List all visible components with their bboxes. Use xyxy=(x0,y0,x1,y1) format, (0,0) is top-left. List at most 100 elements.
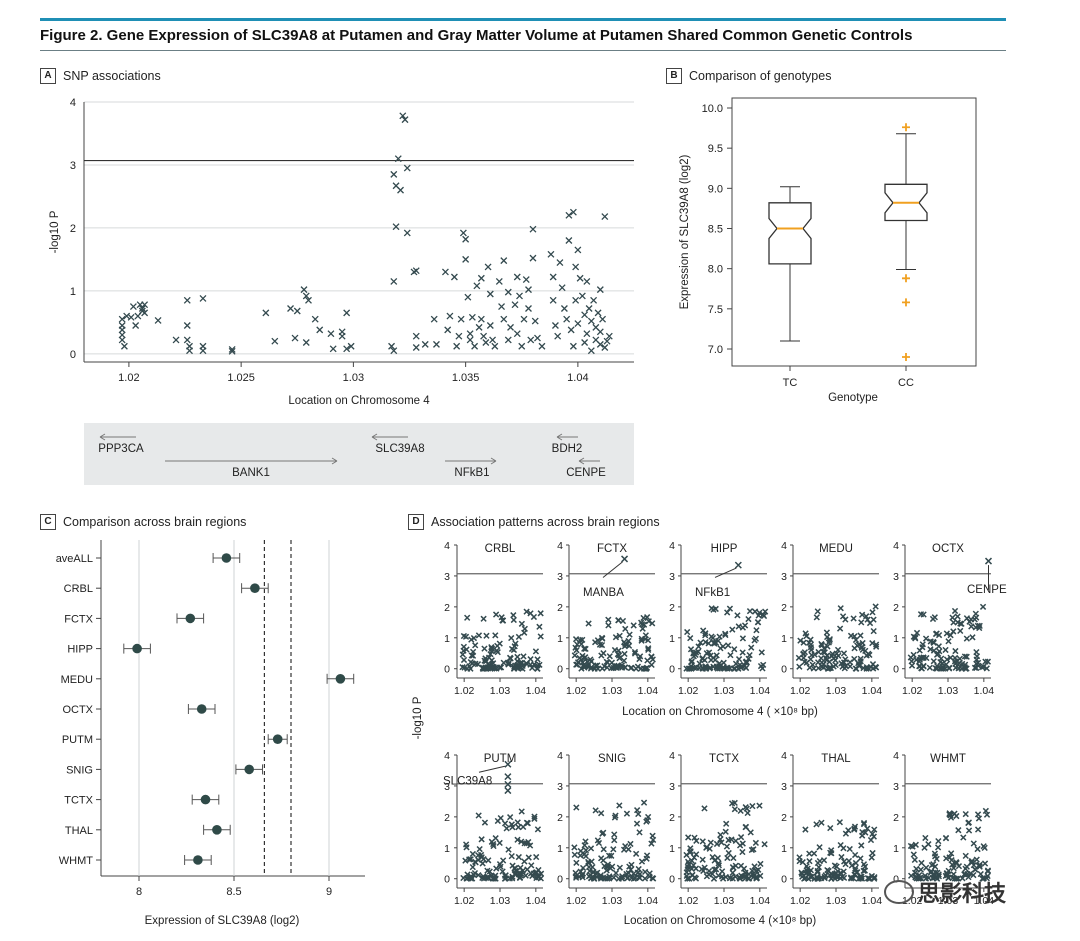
d-snp-point xyxy=(722,630,729,637)
d-snp-point xyxy=(737,862,745,869)
d-peak-leader xyxy=(602,561,623,578)
d-snp-point xyxy=(833,870,840,877)
d-ytick-label: 4 xyxy=(444,750,450,762)
d-snp-point xyxy=(601,663,608,670)
d-snp-point xyxy=(967,616,975,623)
d-snp-point xyxy=(594,637,602,644)
gene-label: CENPE xyxy=(566,467,606,479)
d-snp-point xyxy=(869,609,876,616)
d-peak-leader xyxy=(714,567,737,578)
d-snp-point xyxy=(605,616,612,623)
a-snp-point xyxy=(587,347,595,355)
d-snp-point xyxy=(796,663,803,670)
a-snp-point xyxy=(444,326,452,334)
a-snp-point xyxy=(141,309,149,317)
panel-b-label: B Comparison of genotypes xyxy=(666,68,831,84)
d-snp-point xyxy=(614,651,622,658)
panel-b-letter: B xyxy=(666,68,682,84)
d-snp-point xyxy=(802,826,809,833)
gene-label: BDH2 xyxy=(552,443,583,455)
d-snp-point xyxy=(510,616,517,624)
d-snp-point xyxy=(814,608,821,615)
d-snp-point xyxy=(469,863,476,871)
d-snp-point xyxy=(839,873,846,880)
d-subplot-title: HIPP xyxy=(711,543,738,555)
d-snp-point xyxy=(529,664,536,672)
a-snp-point xyxy=(475,323,483,331)
d-snp-point xyxy=(861,867,869,874)
d-snp-point xyxy=(759,665,766,672)
d-snp-point xyxy=(600,650,607,657)
d-snp-point xyxy=(923,654,930,662)
d-snp-point xyxy=(826,871,833,879)
d-snp-point xyxy=(963,635,970,642)
d-xtick-label: 1.03 xyxy=(938,685,959,697)
a-snp-point xyxy=(397,186,404,194)
d-snp-point xyxy=(531,661,538,668)
d-snp-point xyxy=(912,841,919,848)
d-snp-point xyxy=(955,827,962,834)
d-snp-point xyxy=(713,840,721,848)
d-snp-point xyxy=(852,665,859,672)
d-snp-point xyxy=(688,857,695,864)
d-snp-point xyxy=(860,664,867,672)
a-snp-point xyxy=(520,315,528,323)
d-peak-point xyxy=(984,557,993,565)
d-ytick-label: 2 xyxy=(669,602,675,614)
d-snp-point xyxy=(921,844,928,851)
a-snp-point xyxy=(199,347,207,355)
d-snp-point xyxy=(514,665,521,672)
d-snp-point xyxy=(736,661,743,669)
d-snp-point xyxy=(923,864,930,871)
a-snp-point xyxy=(538,342,546,350)
d-snp-point xyxy=(970,840,977,847)
a-snp-point xyxy=(464,293,472,301)
gene-label: SLC39A8 xyxy=(375,443,424,455)
d-snp-point xyxy=(951,607,959,615)
d-snp-point xyxy=(930,658,937,665)
d-snp-point xyxy=(703,843,711,851)
d-snp-point xyxy=(630,870,637,877)
d-snp-point xyxy=(836,625,844,632)
d-snp-point xyxy=(500,857,507,864)
d-ytick-label: 1 xyxy=(669,633,675,645)
d-snp-point xyxy=(938,655,945,662)
d-snp-point xyxy=(969,634,976,641)
d-snp-point xyxy=(960,834,967,841)
d-snp-point xyxy=(588,658,595,665)
d-snp-point xyxy=(511,663,518,670)
d-snp-point xyxy=(628,664,635,671)
d-xtick-label: 1.03 xyxy=(826,895,847,907)
d-peak-label: CENPE xyxy=(967,584,1007,596)
d-snp-point xyxy=(521,840,528,847)
d-xtick-label: 1.04 xyxy=(526,685,547,697)
d-snp-point xyxy=(730,854,737,862)
d-snp-point xyxy=(710,875,718,882)
d-snp-point xyxy=(837,605,844,612)
d-snp-point xyxy=(481,645,488,652)
d-snp-point xyxy=(814,869,821,876)
a-snp-point xyxy=(441,268,449,276)
d-xtick-label: 1.02 xyxy=(566,685,587,697)
d-snp-point xyxy=(732,873,739,880)
a-snp-point xyxy=(412,332,420,340)
d-snp-point xyxy=(643,852,651,859)
d-snp-point xyxy=(638,635,645,642)
gene-arrowhead xyxy=(371,433,378,441)
d-snp-point xyxy=(637,665,645,672)
a-snp-point xyxy=(453,342,461,350)
d-snp-point xyxy=(534,826,542,833)
a-snp-point xyxy=(466,336,474,344)
b-ytick-label: 9.5 xyxy=(708,143,723,155)
d-snp-point xyxy=(519,867,526,874)
b-ytick-label: 9.0 xyxy=(708,183,723,195)
d-snp-point xyxy=(535,874,542,881)
d-snp-point xyxy=(648,840,655,847)
d-snp-point xyxy=(695,643,702,650)
d-snp-point xyxy=(610,846,617,853)
d-snp-point xyxy=(810,850,818,857)
d-snp-point xyxy=(603,867,610,874)
a-snp-point xyxy=(480,332,488,340)
c-mean-point xyxy=(193,855,203,865)
d-ytick-label: 2 xyxy=(444,812,450,824)
